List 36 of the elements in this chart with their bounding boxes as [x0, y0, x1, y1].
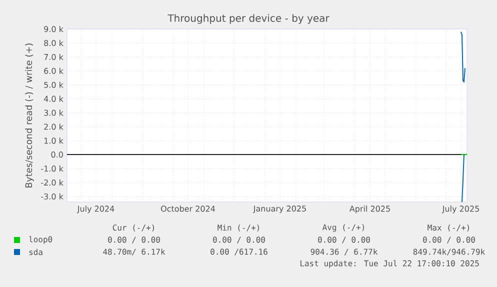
x-tick-label: July 2024 [76, 206, 114, 214]
text: 48.70m/ 6.17k [103, 248, 166, 256]
y-tick-label: 5.0 k [44, 82, 64, 88]
y-axis-title: Bytes/second read (-) / write (+) [25, 44, 34, 188]
text: 0.00 / 0.00 [213, 236, 265, 244]
text: Last update: Tue Jul 22 17:00:10 2025 [300, 260, 479, 268]
y-tick-label: 4.0 k [44, 96, 64, 102]
y-tick-label: -1.0 k [41, 165, 64, 172]
y-tick-label: 8.0 k [44, 40, 64, 46]
text: Cur (-/+) [112, 224, 154, 232]
text: 904.36 / 6.77k [310, 248, 378, 256]
text: Avg (-/+) [322, 224, 364, 232]
x-tick-label: April 2025 [349, 206, 390, 214]
y-tick-label: 9.0 k [44, 26, 64, 32]
text: 0.00 / 0.00 [423, 236, 475, 244]
text: 0.00 /617.16 [210, 248, 268, 256]
y-tick-label: 2.0 k [44, 124, 64, 130]
y-tick-label: 7.0 k [44, 54, 64, 60]
x-tick-label: October 2024 [161, 206, 216, 212]
y-tick-label: -2.0 k [41, 179, 64, 186]
y-tick-label: 6.0 k [44, 68, 64, 74]
text: Max (-/+) [428, 224, 470, 232]
legend-label: sda [29, 248, 42, 256]
text: Min (-/+) [218, 224, 260, 232]
y-tick-label: 0.0 [51, 152, 63, 158]
y-tick-label: 1.0 k [44, 138, 64, 144]
x-tick-label: January 2025 [252, 206, 306, 214]
chart-title: Throughput per device - by year [168, 14, 330, 24]
text: 0.00 / 0.00 [318, 236, 370, 244]
line-series [460, 31, 466, 83]
y-tick-label: -3.0 k [41, 193, 64, 200]
text: 0.00 / 0.00 [108, 236, 160, 244]
text: 849.74k/946.79k [413, 248, 485, 256]
x-tick-label: July 2025 [442, 206, 479, 214]
legend-label: loop0 [29, 236, 52, 244]
y-tick-label: 3.0 k [44, 110, 64, 116]
